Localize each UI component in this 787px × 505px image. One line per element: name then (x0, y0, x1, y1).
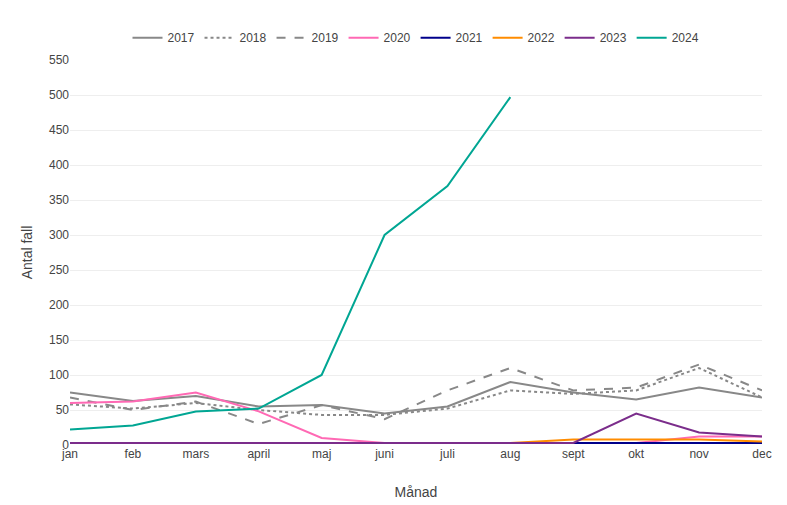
svg-text:350: 350 (49, 193, 69, 207)
svg-text:2022: 2022 (528, 31, 555, 45)
svg-text:2024: 2024 (672, 31, 699, 45)
svg-text:150: 150 (49, 333, 69, 347)
svg-text:dec: dec (752, 447, 771, 461)
svg-text:550: 550 (49, 53, 69, 67)
svg-text:feb: feb (125, 447, 142, 461)
svg-text:okt: okt (628, 447, 645, 461)
svg-text:nov: nov (689, 447, 708, 461)
svg-text:Antal fall: Antal fall (19, 226, 35, 280)
svg-text:sept: sept (562, 447, 585, 461)
svg-text:500: 500 (49, 88, 69, 102)
svg-text:juli: juli (439, 447, 455, 461)
svg-text:2017: 2017 (168, 31, 195, 45)
svg-text:2020: 2020 (384, 31, 411, 45)
svg-text:2018: 2018 (240, 31, 267, 45)
svg-text:maj: maj (312, 447, 331, 461)
svg-text:50: 50 (56, 403, 70, 417)
svg-text:2019: 2019 (312, 31, 339, 45)
svg-text:450: 450 (49, 123, 69, 137)
svg-text:0: 0 (62, 438, 69, 452)
svg-text:250: 250 (49, 263, 69, 277)
svg-text:2021: 2021 (456, 31, 483, 45)
svg-text:200: 200 (49, 298, 69, 312)
svg-text:400: 400 (49, 158, 69, 172)
svg-text:300: 300 (49, 228, 69, 242)
svg-text:juni: juni (374, 447, 394, 461)
svg-text:Månad: Månad (395, 484, 438, 500)
svg-text:mars: mars (182, 447, 209, 461)
svg-text:april: april (247, 447, 270, 461)
svg-text:2023: 2023 (600, 31, 627, 45)
svg-text:100: 100 (49, 368, 69, 382)
svg-text:aug: aug (500, 447, 520, 461)
svg-text:jan: jan (61, 447, 78, 461)
